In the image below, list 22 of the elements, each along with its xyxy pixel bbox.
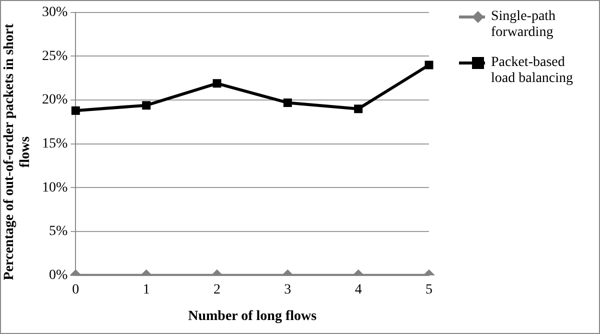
point	[283, 98, 292, 107]
x-tick-label: 2	[213, 282, 220, 298]
x-tick-label: 5	[426, 282, 432, 298]
x-tick-label: 1	[142, 282, 150, 298]
y-tick-label: 15%	[42, 136, 68, 152]
y-tick-label: 0%	[48, 268, 68, 284]
y-tick-label: 10%	[42, 180, 68, 196]
point	[212, 79, 222, 88]
x-tick-label: 4	[354, 282, 362, 298]
point	[71, 106, 80, 115]
y-tick-label: 5%	[48, 224, 68, 240]
point	[142, 101, 151, 110]
x-tick-label: 0	[72, 282, 80, 298]
y-tick-label: 25%	[42, 48, 68, 64]
point	[354, 104, 363, 114]
x-tick-label: 3	[284, 282, 292, 298]
y-tick-label: 20%	[42, 92, 68, 108]
legend-label: Single-path forwarding	[491, 9, 557, 41]
y-tick-label: 30%	[42, 5, 68, 20]
x-axis-title: Number of long flows	[188, 309, 318, 324]
legend-label: Packet-based load balancing	[491, 55, 574, 87]
y-axis-title: Percentage of out-of-order packets in short flows	[2, 22, 34, 282]
